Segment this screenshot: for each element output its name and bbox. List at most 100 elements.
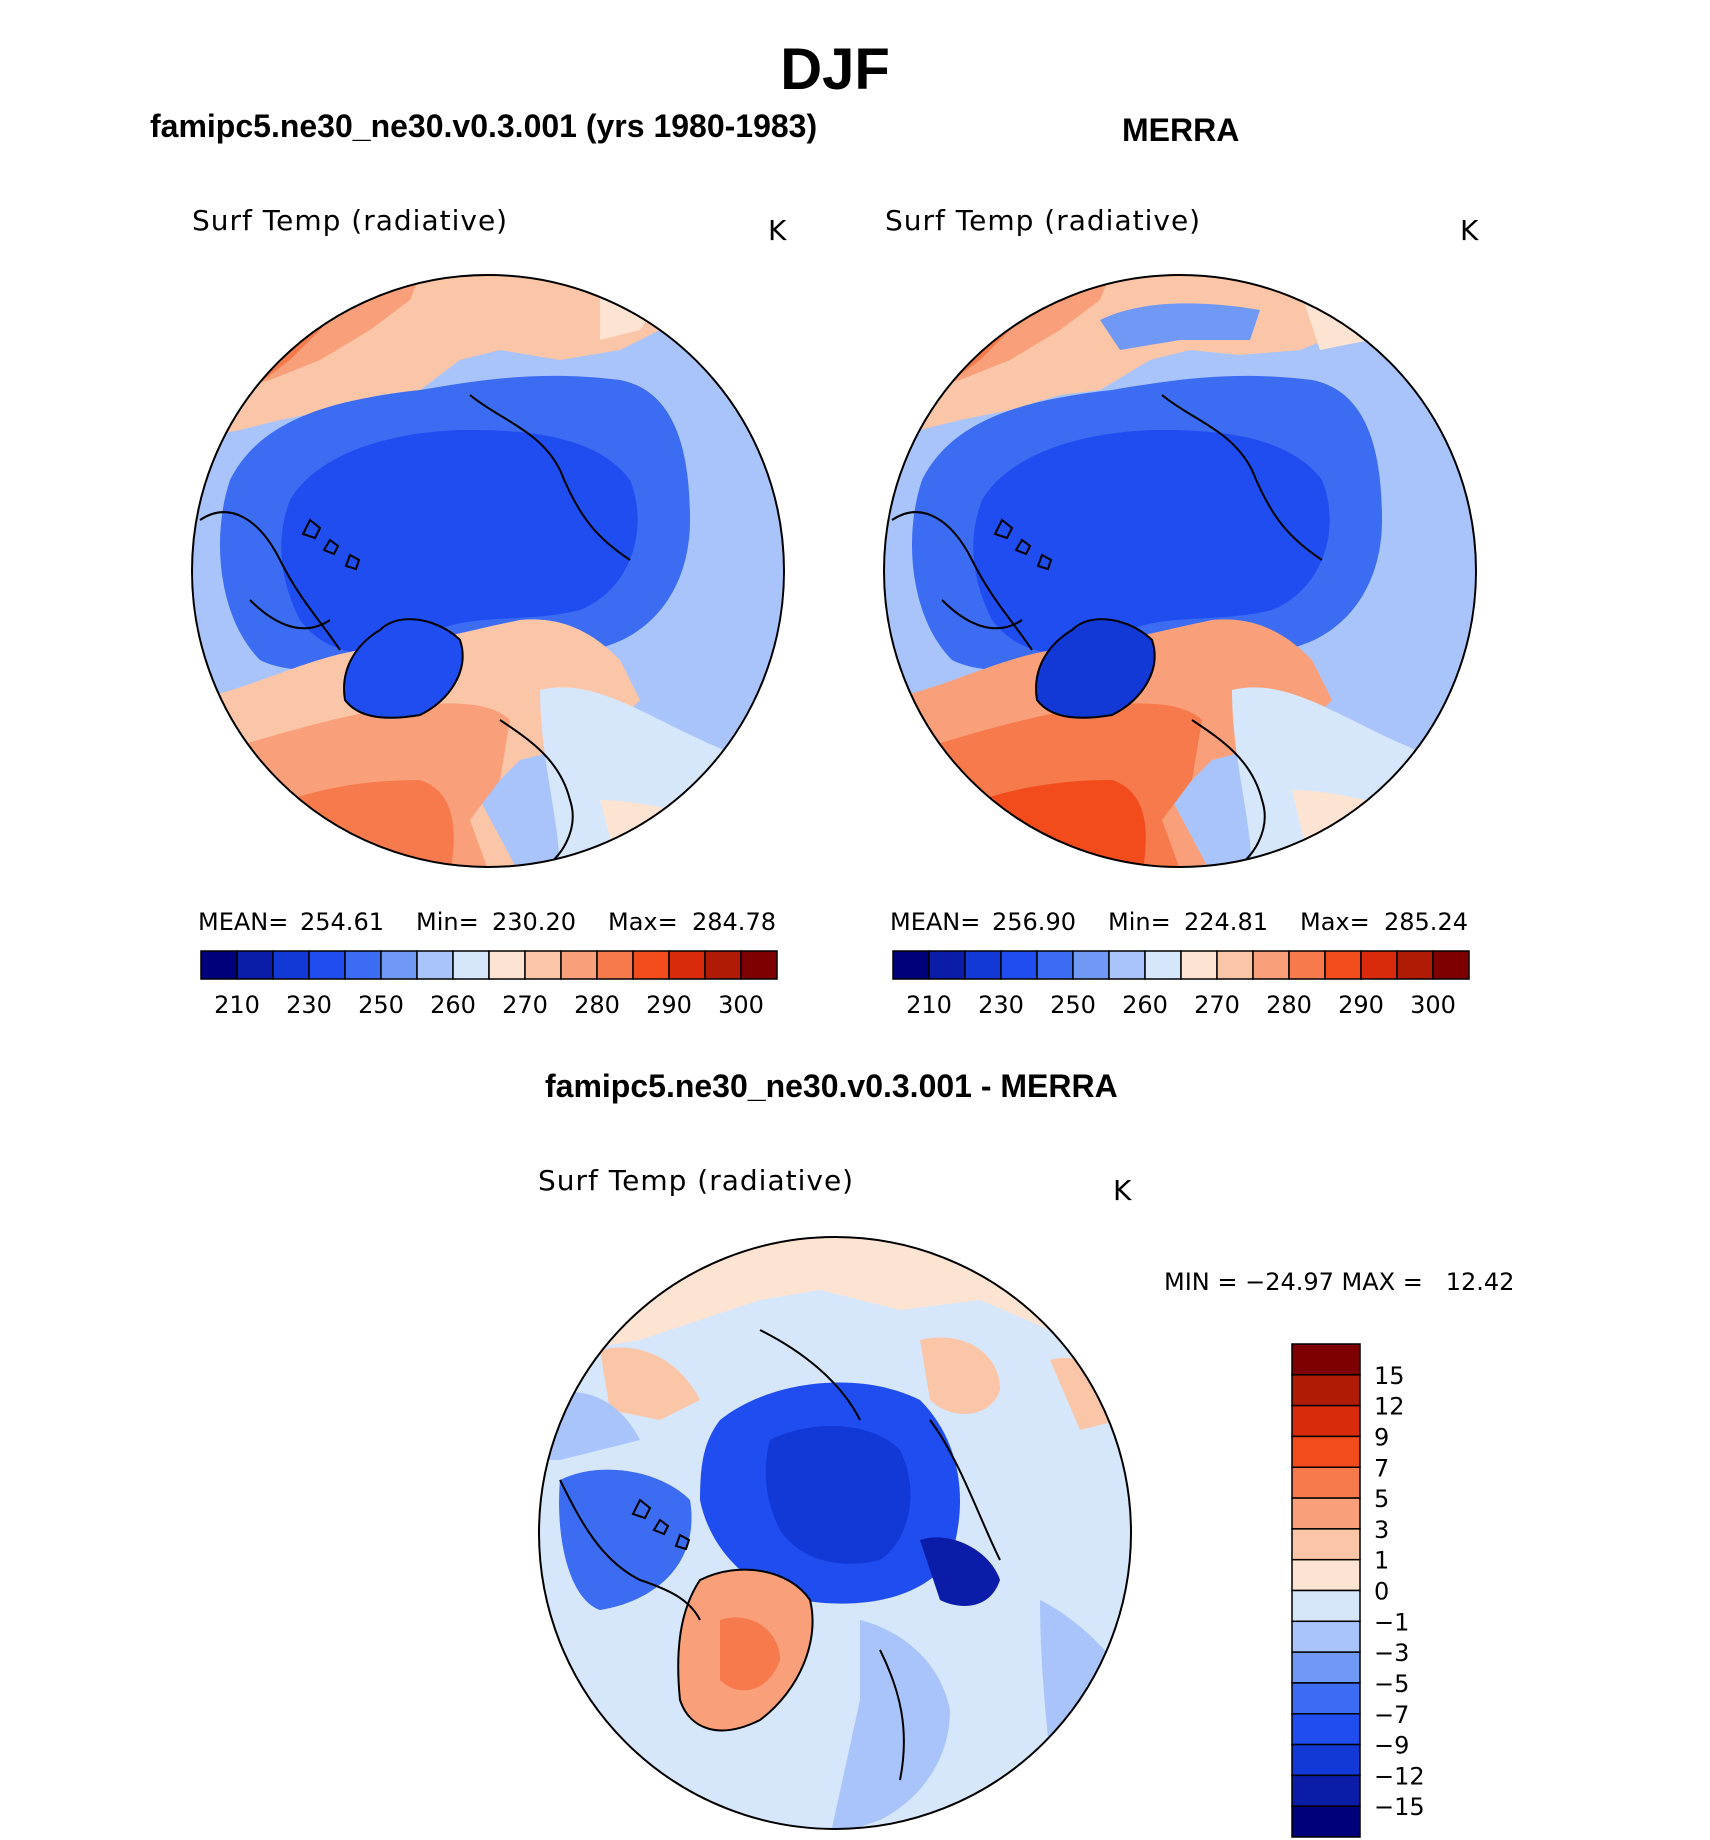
colorbar-merra-swatch [1072,950,1110,980]
colorbar-merra-swatch [928,950,966,980]
colorbar-difference-swatch [1291,1497,1361,1530]
panel2-mean: 256.90 [992,908,1076,936]
colorbar-difference-tick-label: 1 [1374,1547,1389,1575]
colorbar-model-swatch [200,950,238,980]
colorbar-difference-swatch [1291,1743,1361,1777]
colorbar-model-tick-label: 300 [718,991,764,1019]
colorbar-difference-tick-label: 0 [1374,1578,1389,1606]
colorbar-merra-swatch [1000,950,1038,980]
panel2-heading: MERRA [1122,112,1240,148]
panel2-min: 224.81 [1184,908,1268,936]
colorbar-merra-swatch [1108,950,1146,980]
colorbar-difference-swatch [1291,1774,1361,1807]
colorbar-difference-swatch [1291,1589,1361,1623]
colorbar-difference-tick-label: −1 [1374,1608,1409,1636]
colorbar-difference-swatch [1291,1404,1361,1438]
colorbar-merra-tick-label: 250 [1050,991,1096,1019]
colorbar-difference-swatch [1291,1620,1361,1653]
colorbar-difference-swatch [1291,1435,1361,1468]
colorbar-merra-swatch [1252,950,1290,980]
colorbar-difference-swatch [1291,1713,1361,1746]
colorbar-merra-tick-label: 270 [1194,991,1240,1019]
colorbar-difference-tick-label: −3 [1374,1639,1409,1667]
colorbar-difference-swatch [1291,1374,1361,1407]
colorbar-merra-tick-label: 210 [906,991,952,1019]
colorbar-difference: 15 129 7 5 3 1 0−1 −3 −5 −7 −9−12 −15 [1291,1343,1425,1838]
colorbar-merra-tick-label: 280 [1266,991,1312,1019]
colorbar-difference-tick-label: 9 [1374,1423,1389,1451]
colorbar-model-tick-label: 210 [214,991,260,1019]
panel3-variable: Surf Temp (radiative) [538,1164,855,1197]
colorbar-model-swatch [524,950,562,980]
colorbar-model-swatch [308,950,346,980]
colorbar-difference-tick-label: 7 [1374,1454,1389,1482]
panel1-max: 284.78 [692,908,776,936]
colorbar-difference-tick-label: 12 [1374,1393,1405,1421]
colorbar-merra-swatch [1144,950,1182,980]
colorbar-difference-swatch [1291,1558,1361,1592]
colorbar-difference-tick-label: −9 [1374,1732,1409,1760]
figure-title: DJF [780,37,890,102]
colorbar-merra-swatch [1216,950,1254,980]
panel2-mean-label: MEAN= [890,908,981,936]
colorbar-merra-tick-label: 290 [1338,991,1384,1019]
panel3-units: K [1113,1174,1133,1207]
map-model-boundary [191,274,785,868]
colorbar-difference-tick-label: 3 [1374,1516,1389,1544]
colorbar-difference-tick-label: −5 [1374,1670,1409,1698]
colorbar-difference-tick-label: 15 [1374,1362,1405,1390]
colorbar-merra-tick-label: 300 [1410,991,1456,1019]
colorbar-merra-swatch [1288,950,1326,980]
colorbar-difference-swatch [1291,1528,1361,1561]
panel2-variable: Surf Temp (radiative) [885,204,1202,237]
panel1-heading: famipc5.ne30_ne30.v0.3.001 (yrs 1980-198… [150,108,818,144]
colorbar-model-swatch [236,950,274,980]
colorbar-model-tick-label: 270 [502,991,548,1019]
panel1-mean-label: MEAN= [198,908,289,936]
colorbar-difference-swatch [1291,1651,1361,1684]
panel1-max-label: Max= [608,908,678,936]
map-merra-boundary [883,274,1477,868]
colorbar-merra-swatch [1324,950,1362,980]
colorbar-difference-swatch [1291,1682,1361,1715]
colorbar-model-tick-label: 290 [646,991,692,1019]
colorbar-merra-tick-label: 260 [1122,991,1168,1019]
colorbar-model-tick-label: 250 [358,991,404,1019]
colorbar-merra-swatch [964,950,1002,980]
colorbar-model-tick-label: 260 [430,991,476,1019]
map-difference-boundary [538,1236,1132,1830]
colorbar-difference-swatch [1291,1805,1361,1838]
colorbar-merra-swatch [1396,950,1434,980]
colorbar-model-swatch [272,950,310,980]
panel1-units: K [768,214,788,247]
panel1-mean: 254.61 [300,908,384,936]
colorbar-model-swatch [380,950,418,980]
colorbar-model-swatch [740,950,778,980]
panel1-min-label: Min= [416,908,479,936]
colorbar-model-swatch [704,950,742,980]
colorbar-difference-tick-label: −15 [1374,1793,1425,1821]
colorbar-model-swatch [488,950,526,980]
colorbar-difference-tick-label: −12 [1374,1762,1425,1790]
colorbar-difference-tick-label: −7 [1374,1701,1409,1729]
colorbar-model: 210 230 250 260 270 280 290 300 [200,950,778,1019]
colorbar-merra: 210 230 250 260 270 280 290 300 [892,950,1470,1019]
panel3-heading: famipc5.ne30_ne30.v0.3.001 - MERRA [545,1068,1118,1104]
colorbar-model-swatch [344,950,382,980]
colorbar-merra-swatch [1432,950,1470,980]
colorbar-model-swatch [596,950,634,980]
panel3-minmax: MIN = −24.97 MAX = 12.42 [1164,1268,1515,1296]
colorbar-model-swatch [632,950,670,980]
map-difference [539,1237,1131,1829]
colorbar-merra-tick-label: 230 [978,991,1024,1019]
panel1-variable: Surf Temp (radiative) [192,204,509,237]
colorbar-model-swatch [668,950,706,980]
colorbar-model-swatch [560,950,598,980]
panel2-max: 285.24 [1384,908,1468,936]
colorbar-merra-swatch [892,950,930,980]
colorbar-difference-tick-label: 5 [1374,1485,1389,1513]
colorbar-merra-swatch [1360,950,1398,980]
panel2-min-label: Min= [1108,908,1171,936]
colorbar-merra-swatch [1180,950,1218,980]
